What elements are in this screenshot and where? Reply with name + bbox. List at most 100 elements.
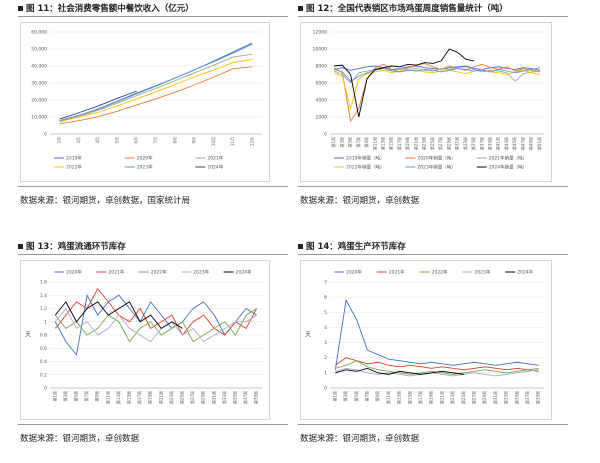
y-tick-label: 0: [44, 132, 47, 138]
x-tick-label: 第29周: [481, 391, 487, 404]
legend-label: 2019年: [66, 155, 82, 162]
y-tick-label: 0.4: [40, 359, 47, 365]
x-tick-label: 第17周: [396, 137, 402, 150]
x-tick-label: 第7周: [355, 137, 361, 148]
x-tick-label: 第51周: [536, 137, 542, 150]
x-tick-label: 第5周: [73, 391, 79, 402]
x-tick-label: 第13周: [115, 391, 121, 404]
x-tick-label: 第41周: [495, 137, 501, 150]
series-line: [54, 308, 257, 343]
figure-title: 图 14：鸡蛋生产环节库存: [298, 240, 406, 252]
legend-label: 2021年: [389, 269, 405, 276]
y-tick-label: 4000: [316, 98, 328, 104]
figure-source: 数据来源：银河期货，卓创数据，国家统计局: [20, 196, 191, 206]
x-tick-label: 第15周: [406, 391, 412, 404]
y-tick-label: 7: [324, 280, 327, 286]
legend-label: 2024年: [236, 269, 252, 276]
x-tick-label: 第29周: [200, 391, 206, 404]
x-tick-label: 第9周: [94, 391, 100, 402]
x-tick-label: 第31周: [210, 391, 216, 404]
y-tick-label: 0.2: [40, 372, 47, 378]
x-tick-label: 第21周: [157, 391, 163, 404]
legend-label: 2022年: [432, 269, 448, 276]
y-axis-label: 天: [25, 332, 31, 339]
y-axis-label: 天: [305, 332, 311, 339]
x-tick-label: 4月: [95, 137, 100, 144]
legend-label: 2020年: [66, 269, 82, 276]
x-tick-label: 第37周: [478, 137, 484, 150]
x-tick-label: 第9周: [374, 391, 380, 402]
x-tick-label: 6月: [134, 137, 139, 144]
legend-label: 2023年: [193, 269, 209, 276]
x-tick-label: 第37周: [242, 391, 248, 404]
x-tick-label: 2月: [57, 137, 62, 144]
y-tick-label: 10000: [313, 47, 327, 53]
y-tick-label: 1.2: [40, 306, 47, 312]
legend-label: 2024年: [207, 164, 223, 171]
series-line: [54, 307, 257, 343]
series-line: [335, 367, 464, 375]
legend-label: 2024年销量（吨）: [489, 164, 527, 171]
x-tick-label: 第27周: [437, 137, 443, 150]
y-tick-label: 3: [324, 340, 327, 346]
x-tick-label: 第35周: [232, 391, 238, 404]
x-tick-label: 第3周: [62, 391, 68, 402]
y-tick-label: 2: [324, 355, 327, 361]
x-tick-label: 第39周: [487, 137, 493, 150]
y-tick-label: 0: [324, 132, 327, 138]
series-line: [59, 53, 253, 123]
legend-label: 2023年: [474, 269, 490, 276]
x-tick-label: 第25周: [460, 391, 466, 404]
legend-label: 2019年销量（吨）: [346, 155, 384, 162]
x-tick-label: 第21周: [412, 137, 418, 150]
x-tick-label: 第7周: [83, 391, 89, 402]
y-tick-label: 1: [324, 370, 327, 376]
x-tick-label: 第1周: [51, 391, 57, 402]
y-tick-label: 10,000: [31, 115, 47, 121]
x-tick-label: 第19周: [404, 137, 410, 150]
x-tick-label: 第25周: [179, 391, 185, 404]
x-tick-label: 第39周: [535, 391, 541, 404]
x-tick-label: 第23周: [449, 391, 455, 404]
x-tick-label: 第25周: [429, 137, 435, 150]
x-tick-label: 第19周: [147, 391, 153, 404]
figure-source: 数据来源：银河期货，卓创数据: [300, 196, 420, 206]
x-tick-label: 第29周: [445, 137, 451, 150]
y-tick-label: 20,000: [31, 98, 47, 104]
y-tick-label: 40,000: [31, 64, 47, 70]
figure: 图 13：鸡蛋流通环节库存 0 0.2 0.4 0.6 0.8 1 1.2 1.4 1.6 天第1…: [18, 240, 300, 460]
x-tick-label: 第15周: [126, 391, 132, 404]
series-line: [335, 357, 539, 372]
series-line: [333, 66, 540, 84]
legend-label: 2021年销量（吨）: [489, 155, 527, 162]
x-tick-label: 第3周: [338, 137, 344, 148]
legend-label: 2024年: [517, 269, 533, 276]
y-tick-label: 0.6: [40, 346, 47, 352]
chart: 020004000600080001000012000第1周 第3周 第5周 第7周第…: [300, 22, 552, 182]
x-tick-label: 第35周: [470, 137, 476, 150]
series-line: [334, 48, 475, 118]
x-tick-label: 第3周: [342, 391, 348, 402]
y-tick-label: 0: [324, 386, 327, 392]
y-tick-label: 5: [324, 310, 327, 316]
x-tick-label: 11月: [230, 137, 235, 146]
x-tick-label: 第17周: [136, 391, 142, 404]
figure-source: 数据来源：银河期货，卓创数据: [300, 434, 420, 444]
x-tick-label: 第11周: [104, 391, 110, 404]
y-tick-label: 50,000: [31, 47, 47, 53]
y-tick-label: 1: [44, 319, 47, 325]
x-tick-label: 第33周: [503, 391, 509, 404]
x-tick-label: 第1周: [331, 391, 337, 402]
chart: 00.20.40.60.811.21.41.6天第1周 第3周 第5周 第7周 第9周第…: [20, 260, 270, 420]
legend-label: 2021年: [108, 269, 124, 276]
y-tick-label: 30,000: [31, 81, 47, 87]
x-tick-label: 第33周: [462, 137, 468, 150]
series-line: [333, 68, 540, 111]
y-tick-label: 0: [44, 386, 47, 392]
x-tick-label: 第9周: [363, 137, 369, 148]
x-tick-label: 第11周: [385, 391, 391, 404]
x-tick-label: 10月: [211, 137, 216, 146]
legend-label: 2022年: [151, 269, 167, 276]
y-tick-label: 2000: [316, 115, 328, 121]
